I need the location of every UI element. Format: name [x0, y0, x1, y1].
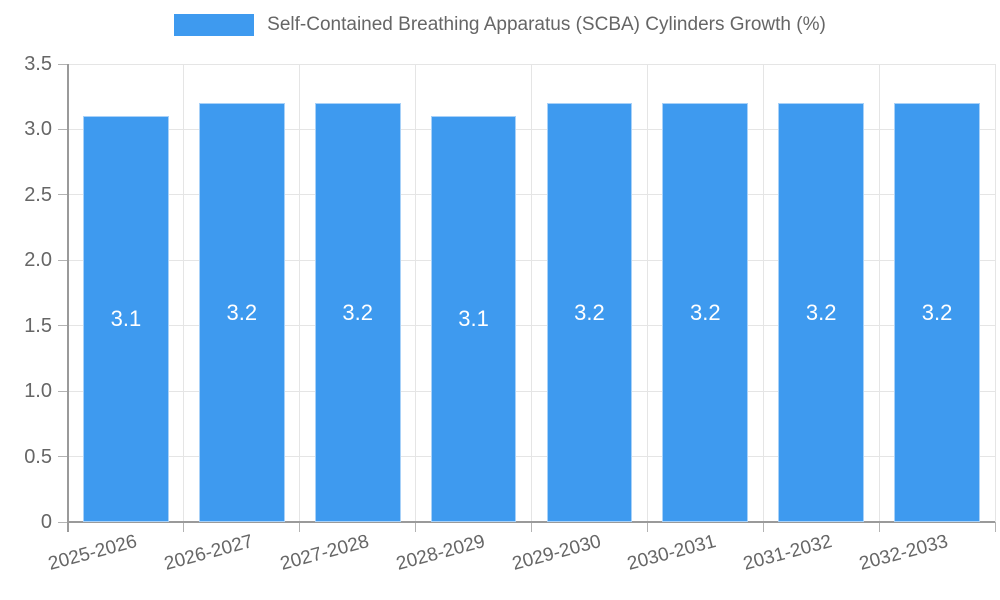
- v-gridline: [415, 64, 417, 522]
- x-tick-mark: [531, 522, 532, 532]
- bar[interactable]: [546, 103, 633, 522]
- y-tick-label: 3.5: [24, 53, 52, 75]
- y-tick-mark: [58, 456, 68, 458]
- v-gridline: [994, 64, 996, 522]
- x-tick-label: 2032-2033: [857, 531, 951, 575]
- x-tick-mark: [878, 522, 880, 532]
- v-gridline: [531, 64, 532, 522]
- y-tick-mark: [58, 390, 68, 392]
- bar-value-label: 3.2: [342, 299, 373, 325]
- y-tick-mark: [58, 259, 68, 261]
- v-gridline: [762, 64, 764, 522]
- y-tick-label: 0.5: [24, 445, 52, 468]
- x-tick-label: 2025-2026: [46, 531, 140, 575]
- legend[interactable]: Self-Contained Breathing Apparatus (SCBA…: [0, 14, 1000, 36]
- bar-value-label: 3.2: [921, 299, 953, 325]
- legend-label[interactable]: Self-Contained Breathing Apparatus (SCBA…: [267, 14, 826, 35]
- bar-value-label: 3.2: [805, 299, 837, 325]
- x-tick-label: 2028-2029: [393, 531, 487, 575]
- x-tick-mark: [994, 522, 996, 532]
- y-tick-mark: [58, 325, 68, 327]
- v-gridline: [183, 64, 185, 522]
- x-axis-line: [68, 521, 995, 523]
- bar[interactable]: [894, 103, 980, 522]
- y-tick-label: 3.0: [24, 118, 52, 141]
- y-tick-label: 1.0: [24, 380, 52, 403]
- x-tick-mark: [415, 522, 417, 532]
- y-tick-label: 2.5: [24, 183, 52, 206]
- v-gridline: [878, 64, 880, 522]
- bar[interactable]: [778, 103, 865, 522]
- y-axis-line: [67, 64, 69, 532]
- bar[interactable]: [198, 103, 285, 522]
- x-tick-mark: [183, 522, 185, 532]
- legend-swatch[interactable]: [174, 14, 255, 36]
- bar[interactable]: [662, 103, 749, 522]
- x-tick-label: 2031-2032: [741, 531, 835, 575]
- y-tick-label: 0: [40, 511, 52, 533]
- bar[interactable]: [430, 116, 517, 522]
- x-tick-mark: [762, 522, 764, 532]
- x-tick-label: 2027-2028: [277, 531, 372, 575]
- y-tick-label: 1.5: [24, 314, 52, 337]
- bar-value-label: 3.2: [226, 299, 258, 325]
- x-tick-label: 2030-2031: [625, 531, 719, 575]
- x-tick-mark: [646, 522, 648, 532]
- y-tick-mark: [58, 63, 68, 65]
- y-tick-mark: [58, 521, 68, 523]
- bar-value-label: 3.2: [574, 299, 605, 325]
- bar-value-label: 3.1: [458, 306, 489, 332]
- bar-value-label: 3.2: [690, 299, 721, 325]
- y-tick-label: 2.0: [24, 249, 52, 272]
- x-tick-label: 2029-2030: [509, 531, 603, 575]
- y-tick-mark: [58, 128, 68, 130]
- v-gridline: [646, 64, 648, 522]
- x-tick-mark: [299, 522, 301, 532]
- y-tick-mark: [58, 194, 68, 196]
- bar[interactable]: [314, 103, 401, 522]
- v-gridline: [299, 64, 301, 522]
- bar-value-label: 3.1: [110, 306, 142, 332]
- x-tick-label: 2026-2027: [162, 531, 256, 575]
- bar[interactable]: [83, 116, 169, 522]
